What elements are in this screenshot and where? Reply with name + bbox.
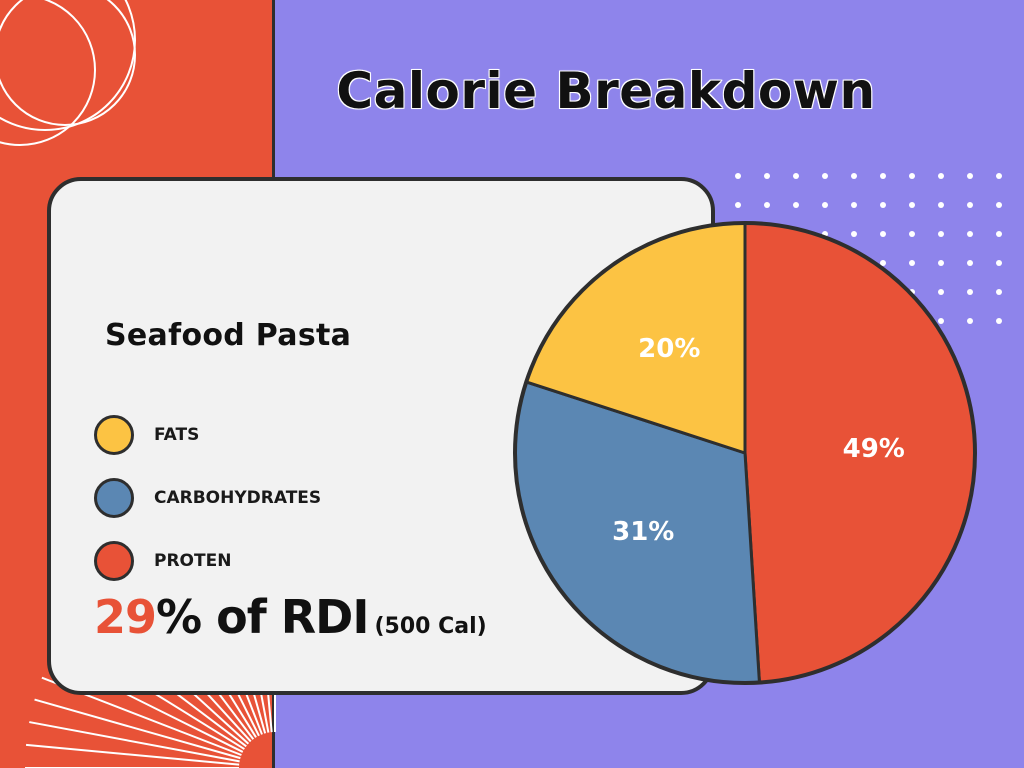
rdi-percent: 29 xyxy=(94,590,157,644)
decor-dot xyxy=(851,173,857,179)
dish-name: Seafood Pasta xyxy=(105,318,352,353)
burst-line xyxy=(34,698,241,760)
decor-dot xyxy=(909,231,915,237)
decor-dot xyxy=(764,202,770,208)
decor-dot xyxy=(880,173,886,179)
decor-dot xyxy=(735,202,741,208)
legend-swatch-protein xyxy=(94,541,134,581)
decor-dot xyxy=(822,202,828,208)
pie-data-label: 49% xyxy=(843,434,905,464)
decor-dot xyxy=(996,231,1002,237)
legend-item-carbohydrates: CARBOHYDRATES xyxy=(94,475,321,521)
decor-dot xyxy=(967,173,973,179)
decor-dot xyxy=(938,231,944,237)
decor-dot xyxy=(938,289,944,295)
decor-dot xyxy=(822,173,828,179)
legend-swatch-carbohydrates xyxy=(94,478,134,518)
decor-dot xyxy=(938,202,944,208)
decor-dot xyxy=(938,260,944,266)
decor-dot xyxy=(996,173,1002,179)
decor-dot xyxy=(735,173,741,179)
decor-dot xyxy=(938,173,944,179)
rdi-calories: (500 Cal) xyxy=(374,614,487,639)
decor-dot xyxy=(909,260,915,266)
decor-dot xyxy=(996,289,1002,295)
burst-line xyxy=(25,743,240,766)
page-title: Calorie Breakdown xyxy=(336,61,876,121)
decor-dot xyxy=(967,231,973,237)
decor-dot xyxy=(967,318,973,324)
legend-item-protein: PROTEN xyxy=(94,538,231,584)
legend-label-carbohydrates: CARBOHYDRATES xyxy=(154,488,322,508)
decor-dot xyxy=(909,202,915,208)
decor-dot xyxy=(880,202,886,208)
pie-data-label: 31% xyxy=(612,517,674,547)
decor-dot xyxy=(880,231,886,237)
decor-dot xyxy=(967,289,973,295)
legend-item-fats: FATS xyxy=(94,412,199,458)
legend-swatch-fats xyxy=(94,415,134,455)
decor-dot xyxy=(938,318,944,324)
decor-dot xyxy=(764,173,770,179)
pie-data-label: 20% xyxy=(638,334,700,364)
rdi-summary: 29 % of RDI (500 Cal) xyxy=(94,590,487,644)
decor-dot xyxy=(967,202,973,208)
decor-dot xyxy=(996,202,1002,208)
burst-line xyxy=(29,721,240,763)
rdi-text: % of RDI xyxy=(156,590,369,644)
decor-dot xyxy=(967,260,973,266)
decor-dot xyxy=(996,260,1002,266)
decor-dot xyxy=(793,173,799,179)
decor-dot xyxy=(909,173,915,179)
legend-label-fats: FATS xyxy=(154,425,200,445)
decor-dot xyxy=(996,318,1002,324)
decor-dot xyxy=(851,231,857,237)
pie-outline xyxy=(513,221,977,685)
decor-dot xyxy=(880,260,886,266)
legend-label-protein: PROTEN xyxy=(154,551,232,571)
decor-dot xyxy=(851,202,857,208)
decor-dot xyxy=(793,202,799,208)
